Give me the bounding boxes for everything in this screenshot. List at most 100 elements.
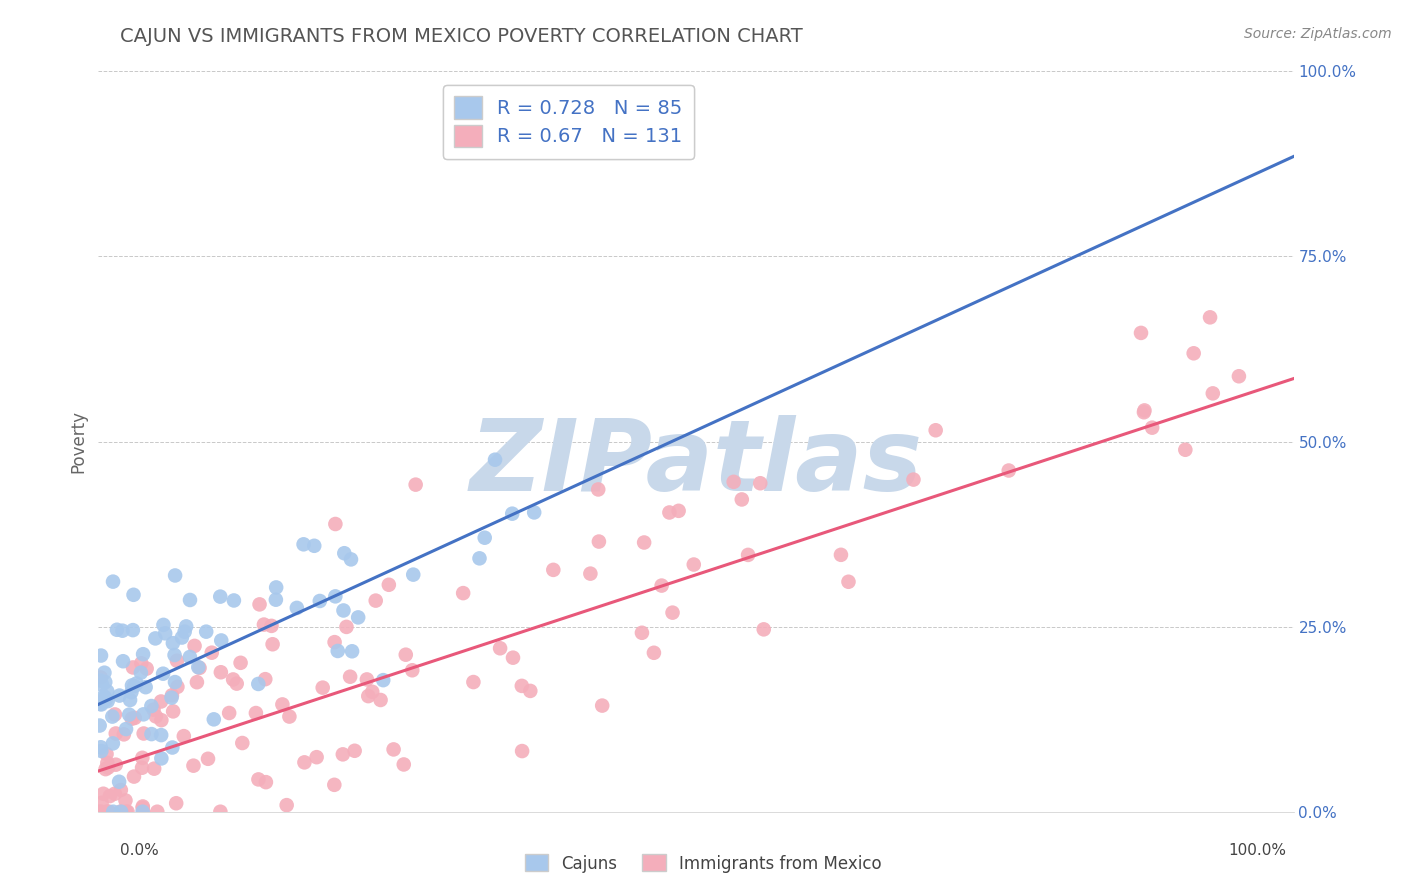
Point	[254, 775, 277, 789]
Point	[837, 574, 859, 589]
Point	[278, 709, 301, 723]
Point	[162, 636, 184, 650]
Point	[121, 678, 143, 692]
Point	[294, 756, 316, 770]
Point	[131, 751, 153, 765]
Point	[108, 689, 131, 703]
Point	[142, 703, 165, 717]
Point	[405, 477, 427, 491]
Point	[132, 707, 155, 722]
Point	[245, 706, 267, 720]
Point	[96, 756, 118, 770]
Point	[122, 588, 145, 602]
Point	[150, 751, 173, 765]
Point	[658, 506, 681, 520]
Point	[339, 670, 361, 684]
Point	[1174, 442, 1197, 457]
Point	[94, 693, 117, 707]
Point	[264, 581, 287, 595]
Point	[312, 681, 335, 695]
Point	[195, 624, 218, 639]
Point	[731, 492, 754, 507]
Point	[94, 675, 117, 690]
Point	[356, 673, 378, 687]
Point	[333, 546, 356, 560]
Point	[370, 693, 392, 707]
Point	[749, 476, 772, 491]
Point	[326, 644, 349, 658]
Point	[129, 665, 152, 680]
Point	[523, 505, 546, 519]
Point	[132, 805, 155, 819]
Point	[163, 675, 186, 690]
Point	[924, 423, 946, 437]
Point	[173, 624, 195, 639]
Point	[104, 787, 127, 801]
Point	[89, 697, 111, 711]
Point	[146, 805, 169, 819]
Y-axis label: Poverty: Poverty	[69, 410, 87, 473]
Point	[651, 578, 673, 592]
Point	[682, 558, 704, 572]
Point	[586, 483, 609, 497]
Point	[304, 539, 326, 553]
Point	[174, 619, 197, 633]
Point	[347, 610, 370, 624]
Point	[737, 548, 759, 562]
Point	[340, 552, 363, 566]
Point	[143, 632, 166, 646]
Point	[96, 747, 118, 761]
Point	[97, 694, 120, 708]
Point	[631, 625, 654, 640]
Point	[340, 644, 363, 658]
Point	[186, 675, 208, 690]
Point	[90, 796, 112, 810]
Point	[209, 633, 232, 648]
Point	[104, 757, 127, 772]
Point	[90, 740, 112, 755]
Point	[254, 672, 277, 686]
Point	[752, 623, 775, 637]
Point	[150, 728, 173, 742]
Point	[202, 712, 225, 726]
Point	[153, 626, 176, 640]
Point	[111, 624, 134, 638]
Point	[160, 690, 183, 705]
Point	[132, 647, 155, 661]
Point	[357, 689, 380, 703]
Text: ZIPatlas: ZIPatlas	[470, 416, 922, 512]
Point	[135, 662, 157, 676]
Point	[225, 676, 247, 690]
Point	[121, 712, 143, 726]
Point	[276, 798, 298, 813]
Point	[150, 713, 173, 727]
Point	[392, 757, 415, 772]
Point	[1130, 326, 1153, 340]
Point	[141, 727, 163, 741]
Legend: R = 0.728   N = 85, R = 0.67   N = 131: R = 0.728 N = 85, R = 0.67 N = 131	[443, 85, 695, 159]
Point	[115, 722, 138, 736]
Point	[105, 623, 128, 637]
Point	[166, 680, 188, 694]
Point	[132, 726, 155, 740]
Point	[110, 783, 132, 797]
Point	[131, 657, 153, 671]
Point	[162, 740, 184, 755]
Point	[120, 685, 142, 699]
Point	[125, 676, 148, 690]
Point	[89, 805, 111, 819]
Point	[1199, 310, 1222, 325]
Point	[170, 631, 193, 645]
Point	[209, 665, 232, 680]
Point	[253, 617, 276, 632]
Point	[474, 531, 496, 545]
Point	[160, 689, 183, 703]
Point	[402, 567, 425, 582]
Point	[308, 594, 330, 608]
Point	[1182, 346, 1205, 360]
Point	[209, 805, 232, 819]
Point	[588, 534, 610, 549]
Point	[292, 537, 315, 551]
Point	[103, 805, 125, 819]
Point	[325, 516, 347, 531]
